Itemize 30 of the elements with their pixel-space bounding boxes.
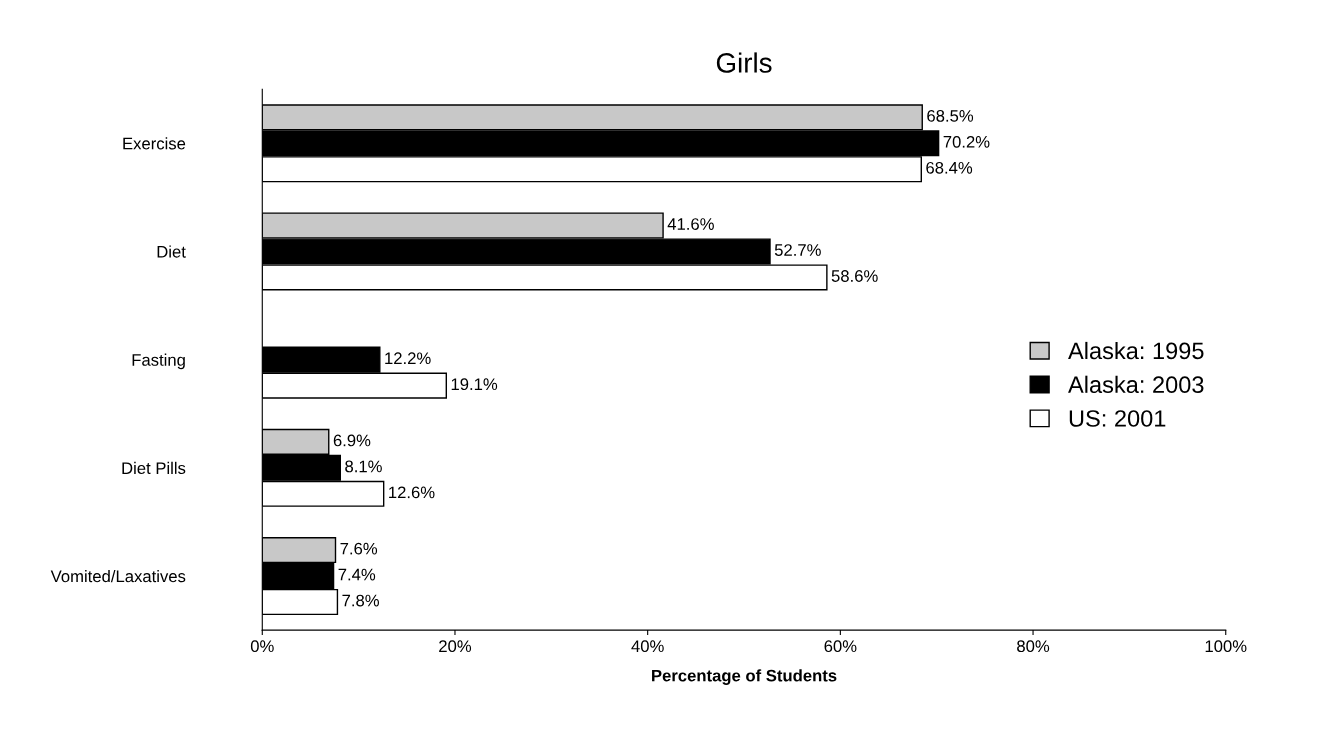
legend-label: Alaska: 1995 (1068, 341, 1204, 360)
data-label: 68.5% (927, 109, 974, 122)
x-tick-label: 20% (439, 640, 472, 653)
legend-label: Alaska: 2003 (1068, 375, 1204, 394)
data-label: 52.7% (774, 244, 821, 256)
data-label: 70.2% (943, 135, 990, 148)
data-label: 7.6% (340, 542, 378, 555)
y-tick-label: Exercise (123, 137, 186, 150)
y-tick-label: Diet Pills (122, 461, 186, 475)
data-label: 8.1% (345, 460, 382, 473)
y-tick-label: Diet (157, 245, 186, 258)
x-tick-label: 40% (631, 640, 664, 653)
x-tick-label: 60% (824, 640, 857, 653)
data-label: 6.9% (333, 434, 371, 447)
chart-title: Girls (716, 52, 772, 73)
y-tick-label: Fasting (132, 353, 185, 370)
data-label: 58.6% (831, 270, 878, 282)
data-label: 12.6% (389, 486, 435, 499)
data-label: 12.2% (385, 352, 431, 365)
data-label: 7.8% (342, 594, 379, 607)
data-label: 19.1% (451, 378, 498, 391)
x-tick-label: 100% (1205, 640, 1247, 653)
x-tick-label: 0% (250, 640, 274, 653)
legend-label: US: 2001 (1069, 410, 1166, 427)
y-tick-label: Vomited/Laxatives (50, 569, 186, 583)
x-tick-label: 80% (1017, 640, 1050, 653)
x-axis-title: Percentage of Students (652, 669, 837, 685)
data-label: 41.6% (667, 218, 714, 230)
data-label: 7.4% (338, 568, 376, 581)
data-label: 68.4% (926, 161, 973, 174)
